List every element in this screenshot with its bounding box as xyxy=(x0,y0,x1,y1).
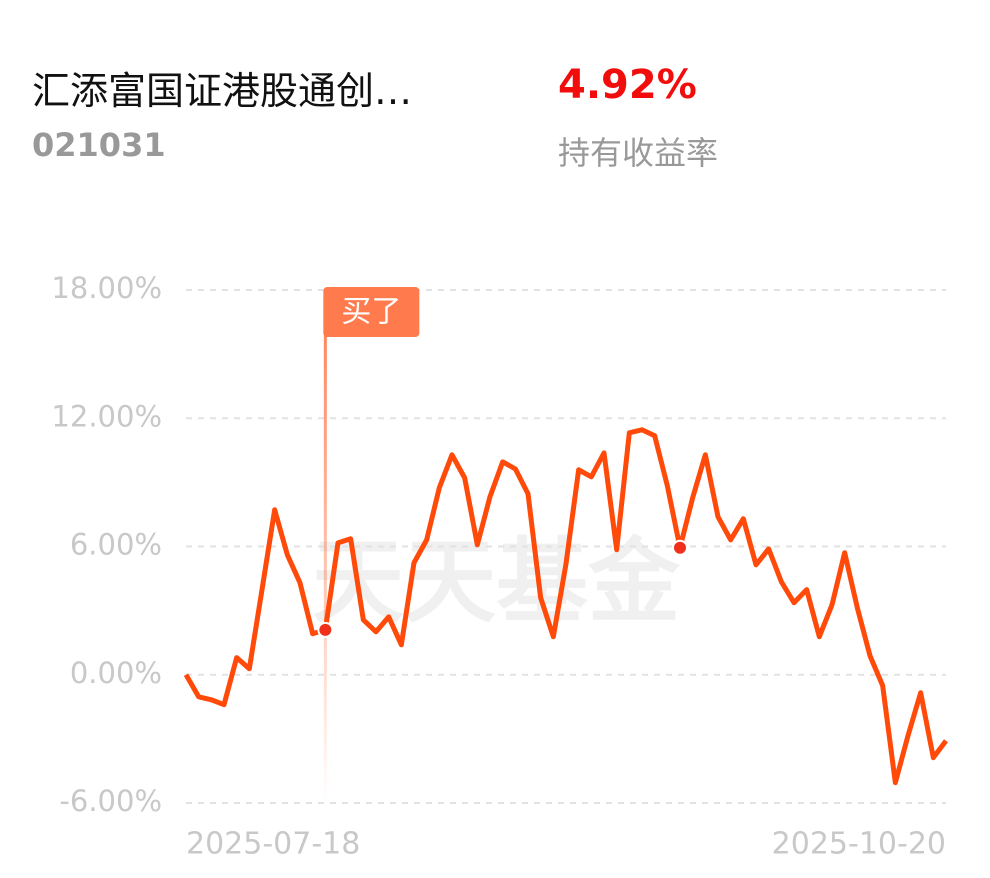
fund-name: 汇添富国证港股通创… xyxy=(32,69,413,113)
buy-badge xyxy=(323,287,420,337)
watermark: 天天基金 xyxy=(312,528,681,635)
y-tick-label: 12.00% xyxy=(51,399,162,433)
line xyxy=(183,427,948,786)
buy-label: 买了 xyxy=(341,295,401,330)
holding-return: 4.92% xyxy=(558,62,697,108)
x-tick-label: 2025-07-18 xyxy=(186,827,360,862)
y-tick-label: -6.00% xyxy=(59,784,162,818)
holding-return-label: 持有收益率 xyxy=(558,134,719,172)
fund-code: 021031 xyxy=(32,126,166,164)
point xyxy=(672,539,688,556)
buy-line xyxy=(323,335,327,803)
y-tick-label: 0.00% xyxy=(70,656,162,690)
y-tick-label: 6.00% xyxy=(70,528,162,562)
point xyxy=(317,621,334,638)
x-tick-label: 2025-10-20 xyxy=(772,827,946,862)
y-tick-label: 18.00% xyxy=(51,271,162,305)
